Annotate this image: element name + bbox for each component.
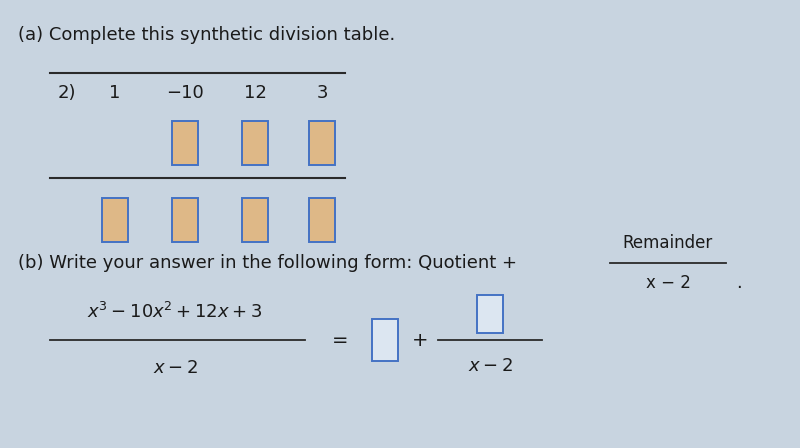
Text: 1: 1 (110, 84, 121, 102)
FancyBboxPatch shape (242, 198, 268, 242)
FancyBboxPatch shape (172, 198, 198, 242)
FancyBboxPatch shape (477, 295, 503, 333)
Text: 3: 3 (316, 84, 328, 102)
Text: (b) Write your answer in the following form: Quotient +: (b) Write your answer in the following f… (18, 254, 517, 272)
Text: x − 2: x − 2 (646, 274, 690, 292)
Text: Remainder: Remainder (623, 234, 713, 252)
FancyBboxPatch shape (102, 198, 128, 242)
Text: +: + (412, 331, 428, 349)
Text: $x - 2$: $x - 2$ (153, 359, 198, 377)
Text: $x - 2$: $x - 2$ (467, 357, 513, 375)
Text: $x^3 - 10x^2 + 12x + 3$: $x^3 - 10x^2 + 12x + 3$ (87, 302, 262, 322)
Text: =: = (332, 331, 348, 349)
Text: 12: 12 (243, 84, 266, 102)
FancyBboxPatch shape (242, 121, 268, 165)
Text: .: . (736, 274, 742, 292)
Text: −10: −10 (166, 84, 204, 102)
FancyBboxPatch shape (372, 319, 398, 361)
FancyBboxPatch shape (172, 121, 198, 165)
Text: (a) Complete this synthetic division table.: (a) Complete this synthetic division tab… (18, 26, 395, 44)
FancyBboxPatch shape (309, 121, 335, 165)
FancyBboxPatch shape (309, 198, 335, 242)
Text: 2): 2) (58, 84, 77, 102)
